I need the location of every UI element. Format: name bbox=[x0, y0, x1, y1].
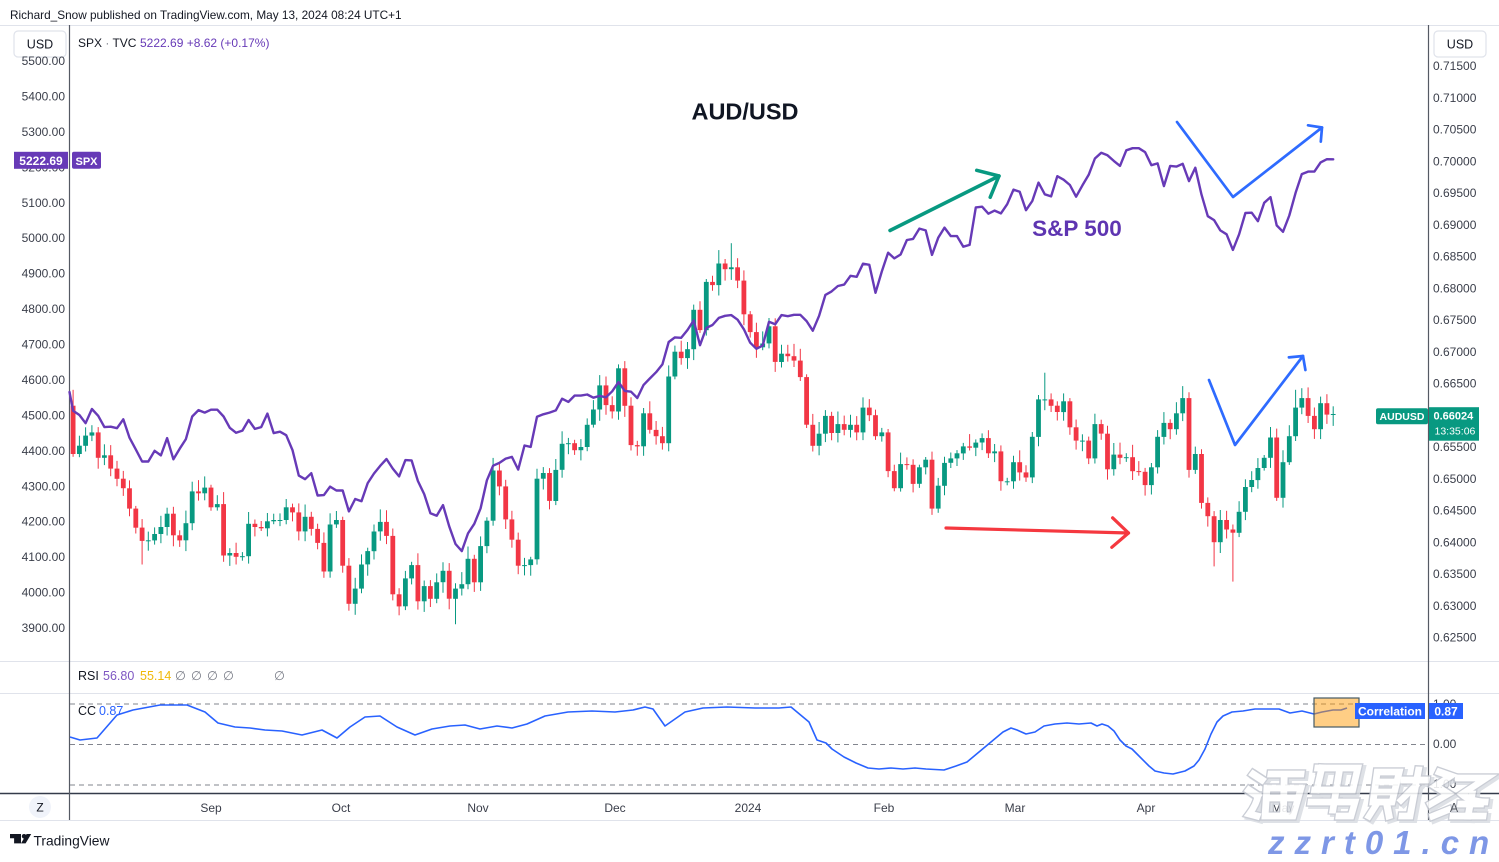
svg-text:13:35:06: 13:35:06 bbox=[1435, 426, 1476, 438]
svg-text:∅: ∅ bbox=[223, 669, 234, 683]
svg-text:Sep: Sep bbox=[200, 801, 222, 815]
svg-text:4600.00: 4600.00 bbox=[22, 373, 66, 387]
svg-text:0.62500: 0.62500 bbox=[1433, 631, 1477, 645]
svg-text:3900.00: 3900.00 bbox=[22, 621, 66, 635]
svg-text:SPX: SPX bbox=[75, 156, 98, 168]
svg-text:Z: Z bbox=[36, 801, 43, 815]
svg-text:zzrt01.cn: zzrt01.cn bbox=[1267, 824, 1499, 857]
svg-text:4500.00: 4500.00 bbox=[22, 408, 66, 422]
svg-text:0.67500: 0.67500 bbox=[1433, 313, 1477, 327]
svg-text:0.87: 0.87 bbox=[99, 704, 123, 718]
svg-text:5300.00: 5300.00 bbox=[22, 125, 66, 139]
svg-text:USD: USD bbox=[27, 38, 53, 52]
svg-text:RSI: RSI bbox=[78, 669, 99, 683]
svg-text:∅: ∅ bbox=[207, 669, 218, 683]
svg-text:56.80: 56.80 bbox=[103, 669, 134, 683]
svg-text:TradingView: TradingView bbox=[34, 834, 110, 849]
svg-text:4800.00: 4800.00 bbox=[22, 302, 66, 316]
svg-text:0.63000: 0.63000 bbox=[1433, 599, 1477, 613]
svg-text:A: A bbox=[1450, 801, 1459, 815]
svg-text:5400.00: 5400.00 bbox=[22, 89, 66, 103]
svg-text:∅: ∅ bbox=[274, 669, 285, 683]
svg-text:4700.00: 4700.00 bbox=[22, 338, 66, 352]
svg-text:Mar: Mar bbox=[1005, 801, 1026, 815]
svg-text:4000.00: 4000.00 bbox=[22, 586, 66, 600]
svg-text:Dec: Dec bbox=[604, 801, 625, 815]
svg-text:0.64500: 0.64500 bbox=[1433, 504, 1477, 518]
svg-text:Correlation: Correlation bbox=[1358, 705, 1422, 719]
svg-text:0.66500: 0.66500 bbox=[1433, 377, 1477, 391]
svg-text:Nov: Nov bbox=[467, 801, 488, 815]
svg-text:4400.00: 4400.00 bbox=[22, 444, 66, 458]
svg-text:AUDUSD: AUDUSD bbox=[1380, 411, 1425, 423]
svg-text:4300.00: 4300.00 bbox=[22, 479, 66, 493]
svg-text:0.64000: 0.64000 bbox=[1433, 535, 1477, 549]
svg-text:Apr: Apr bbox=[1137, 801, 1156, 815]
svg-text:0.69000: 0.69000 bbox=[1433, 218, 1477, 232]
svg-text:CC: CC bbox=[78, 704, 96, 718]
svg-text:2024: 2024 bbox=[735, 801, 762, 815]
svg-text:Richard_Snow published on Trad: Richard_Snow published on TradingView.co… bbox=[10, 8, 402, 22]
svg-text:0.71000: 0.71000 bbox=[1433, 91, 1477, 105]
svg-text:0.69500: 0.69500 bbox=[1433, 186, 1477, 200]
svg-text:S&P 500: S&P 500 bbox=[1032, 216, 1122, 241]
svg-text:4100.00: 4100.00 bbox=[22, 550, 66, 564]
svg-text:55.14: 55.14 bbox=[140, 669, 171, 683]
svg-text:USD: USD bbox=[1447, 38, 1473, 52]
svg-text:Feb: Feb bbox=[874, 801, 895, 815]
svg-text:∅: ∅ bbox=[191, 669, 202, 683]
svg-text:5000.00: 5000.00 bbox=[22, 231, 66, 245]
svg-text:0.68000: 0.68000 bbox=[1433, 281, 1477, 295]
svg-text:0.70500: 0.70500 bbox=[1433, 123, 1477, 137]
svg-text:∅: ∅ bbox=[175, 669, 186, 683]
svg-text:0.70000: 0.70000 bbox=[1433, 154, 1477, 168]
svg-text:5222.69: 5222.69 bbox=[19, 154, 63, 168]
svg-text:0.68500: 0.68500 bbox=[1433, 250, 1477, 264]
svg-text:AUD/USD: AUD/USD bbox=[691, 99, 798, 125]
svg-text:0.71500: 0.71500 bbox=[1433, 59, 1477, 73]
svg-text:5222.69 +8.62 (+0.17%): 5222.69 +8.62 (+0.17%) bbox=[140, 36, 269, 50]
svg-text:4200.00: 4200.00 bbox=[22, 515, 66, 529]
svg-text:0.65000: 0.65000 bbox=[1433, 472, 1477, 486]
svg-text:0.00: 0.00 bbox=[1433, 737, 1457, 751]
svg-text:0.67000: 0.67000 bbox=[1433, 345, 1477, 359]
svg-text:4900.00: 4900.00 bbox=[22, 267, 66, 281]
svg-text:0.65500: 0.65500 bbox=[1433, 440, 1477, 454]
svg-text:5100.00: 5100.00 bbox=[22, 196, 66, 210]
svg-text:0.66024: 0.66024 bbox=[1434, 411, 1475, 423]
svg-text:0.87: 0.87 bbox=[1434, 705, 1458, 719]
svg-text:SPX · TVC: SPX · TVC bbox=[78, 36, 137, 50]
svg-text:Oct: Oct bbox=[332, 801, 351, 815]
svg-text:0.63500: 0.63500 bbox=[1433, 567, 1477, 581]
svg-text:5500.00: 5500.00 bbox=[22, 54, 66, 68]
